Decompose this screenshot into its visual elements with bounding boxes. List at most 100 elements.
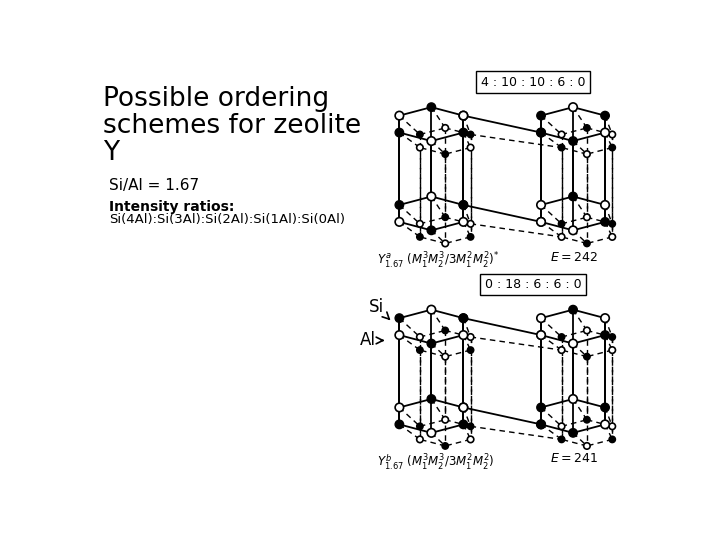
Circle shape [395, 201, 404, 209]
Text: Si: Si [369, 298, 390, 319]
Circle shape [584, 353, 590, 360]
Circle shape [537, 331, 545, 339]
Text: 0 : 18 : 6 : 6 : 0: 0 : 18 : 6 : 6 : 0 [485, 278, 581, 291]
Text: Intensity ratios:: Intensity ratios: [109, 200, 234, 213]
Circle shape [467, 220, 474, 227]
Circle shape [459, 201, 467, 209]
Circle shape [459, 403, 467, 411]
Circle shape [600, 201, 609, 209]
Circle shape [584, 151, 590, 157]
Circle shape [558, 436, 564, 443]
Circle shape [600, 314, 609, 322]
Circle shape [584, 443, 590, 449]
Circle shape [558, 131, 564, 138]
Circle shape [537, 331, 545, 339]
Circle shape [427, 429, 436, 437]
Text: $E = 242$: $E = 242$ [550, 251, 598, 264]
Circle shape [558, 220, 564, 227]
Circle shape [600, 111, 609, 120]
Circle shape [427, 137, 436, 145]
Circle shape [467, 347, 474, 353]
Circle shape [442, 125, 449, 131]
Text: Si(4Al):Si(3Al):Si(2Al):Si(1Al):Si(0Al): Si(4Al):Si(3Al):Si(2Al):Si(1Al):Si(0Al) [109, 213, 345, 226]
Text: $E = 241$: $E = 241$ [550, 452, 598, 465]
Text: Possible ordering: Possible ordering [104, 86, 330, 112]
Circle shape [395, 218, 404, 226]
Circle shape [569, 429, 577, 437]
Circle shape [609, 234, 616, 240]
Circle shape [459, 201, 467, 209]
Text: Si/Al = 1.67: Si/Al = 1.67 [109, 178, 199, 193]
Circle shape [569, 306, 577, 314]
Circle shape [558, 144, 564, 151]
Circle shape [467, 334, 474, 340]
Circle shape [569, 192, 577, 201]
Circle shape [569, 226, 577, 234]
Circle shape [459, 314, 467, 322]
Circle shape [558, 234, 564, 240]
Circle shape [427, 339, 436, 348]
Circle shape [584, 240, 590, 247]
Circle shape [537, 129, 545, 137]
Circle shape [558, 347, 564, 353]
Text: schemes for zeolite: schemes for zeolite [104, 113, 361, 139]
Circle shape [442, 240, 449, 247]
Text: Y: Y [104, 140, 120, 166]
Circle shape [395, 331, 404, 339]
Circle shape [467, 436, 474, 443]
Circle shape [442, 214, 449, 220]
Circle shape [417, 423, 423, 429]
Circle shape [395, 420, 404, 429]
Circle shape [600, 403, 609, 411]
Circle shape [569, 395, 577, 403]
Circle shape [609, 334, 616, 340]
Circle shape [609, 347, 616, 353]
Circle shape [459, 403, 467, 411]
Circle shape [609, 220, 616, 227]
Circle shape [442, 353, 449, 360]
Circle shape [442, 443, 449, 449]
Circle shape [417, 347, 423, 353]
Text: $Y^{b}_{1.67}$ $(M^{3}_{1}M^{3}_{2}/3M^{2}_{1}M^{2}_{2})$: $Y^{b}_{1.67}$ $(M^{3}_{1}M^{3}_{2}/3M^{… [377, 452, 494, 471]
Circle shape [467, 234, 474, 240]
Circle shape [537, 201, 545, 209]
Text: Al: Al [360, 332, 383, 349]
Circle shape [459, 129, 467, 137]
Circle shape [584, 214, 590, 220]
Text: 4 : 10 : 10 : 6 : 0: 4 : 10 : 10 : 6 : 0 [481, 76, 585, 89]
Circle shape [584, 327, 590, 334]
Circle shape [417, 144, 423, 151]
Circle shape [459, 420, 467, 429]
Circle shape [537, 314, 545, 322]
Circle shape [537, 403, 545, 411]
Circle shape [417, 234, 423, 240]
Circle shape [537, 111, 545, 120]
Circle shape [459, 314, 467, 322]
Circle shape [427, 192, 436, 201]
Circle shape [427, 395, 436, 403]
Circle shape [569, 103, 577, 111]
Circle shape [467, 131, 474, 138]
Circle shape [459, 111, 467, 120]
Circle shape [459, 331, 467, 339]
Circle shape [442, 416, 449, 423]
Circle shape [427, 226, 436, 234]
Circle shape [609, 131, 616, 138]
Circle shape [600, 331, 609, 339]
Circle shape [584, 416, 590, 423]
Circle shape [600, 218, 609, 226]
Circle shape [459, 218, 467, 226]
Circle shape [600, 129, 609, 137]
Circle shape [427, 306, 436, 314]
Circle shape [537, 218, 545, 226]
Circle shape [569, 339, 577, 348]
Text: $Y^{a}_{1.67}$ $(M^{3}_{1}M^{3}_{2}/3M^{2}_{1}M^{2}_{2})^{*}$: $Y^{a}_{1.67}$ $(M^{3}_{1}M^{3}_{2}/3M^{… [377, 251, 499, 271]
Circle shape [584, 125, 590, 131]
Circle shape [609, 436, 616, 443]
Circle shape [537, 218, 545, 226]
Circle shape [600, 420, 609, 429]
Circle shape [459, 111, 467, 120]
Circle shape [442, 151, 449, 157]
Circle shape [395, 314, 404, 322]
Circle shape [417, 334, 423, 340]
